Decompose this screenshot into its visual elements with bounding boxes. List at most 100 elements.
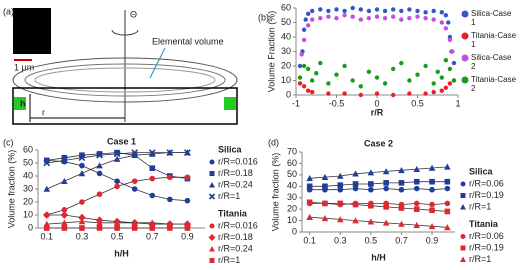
scatter-point [334, 7, 339, 12]
data-point [79, 152, 85, 158]
element-box [14, 97, 26, 110]
y-tick-label: 50 [281, 17, 291, 27]
x-tick-label: 0.9 [181, 231, 194, 241]
data-point [184, 225, 191, 231]
scatter-point [439, 10, 444, 15]
legend-label: r/R=0.18 [218, 232, 253, 242]
data-point [42, 211, 51, 219]
data-point [444, 208, 451, 215]
y-tick-label: 40 [23, 170, 33, 180]
legend-label: Titania-Case 1 [471, 31, 517, 49]
legend-marker [209, 159, 215, 165]
scatter-point [399, 17, 404, 22]
data-point [413, 200, 420, 207]
legend-label: Silica-Case 2 [471, 53, 512, 71]
data-point [131, 149, 139, 156]
data-point [96, 170, 103, 177]
x-axis-label: h/H [114, 248, 129, 258]
scatter-point [450, 49, 455, 54]
data-point [113, 150, 121, 158]
data-point [306, 183, 313, 190]
legend-group-title: Titania [469, 219, 499, 229]
chart-title: Case 2 [364, 138, 393, 148]
data-point [60, 211, 69, 219]
data-point [61, 207, 68, 213]
scatter-point [314, 71, 319, 76]
scatter-point [297, 81, 303, 86]
series-line [309, 188, 448, 191]
data-point [149, 225, 156, 231]
y-tick-label: 50 [287, 169, 297, 179]
data-point [96, 191, 103, 197]
data-point [382, 219, 390, 226]
legend-label: r/R=1 [469, 254, 491, 264]
scatter-point [350, 14, 355, 19]
y-tick-label: 30 [281, 46, 291, 56]
data-point [306, 174, 313, 182]
x-tick-label: -1 [292, 98, 300, 108]
callout-label: Elemental volume [152, 36, 224, 46]
scatter-point [435, 69, 440, 75]
scatter-point [431, 81, 436, 86]
scatter-point [310, 89, 315, 95]
outer-ring [12, 57, 238, 103]
scatter-point [305, 88, 311, 93]
data-point [131, 225, 138, 231]
data-point [96, 151, 103, 157]
data-point [114, 178, 120, 184]
data-point [413, 221, 421, 228]
data-point [352, 185, 359, 192]
data-point [79, 162, 85, 169]
scatter-point [326, 14, 331, 19]
data-point [428, 164, 436, 171]
legend-label: r/R=1 [469, 201, 491, 211]
legend-label: r/R=1 [218, 191, 240, 201]
data-point [413, 206, 420, 212]
data-point [337, 186, 344, 193]
data-point [43, 225, 50, 231]
x-tick-label: 0.3 [334, 235, 347, 245]
scatter-point [415, 72, 420, 77]
data-point [148, 149, 156, 156]
scatter-point [305, 23, 311, 28]
data-point [78, 213, 86, 222]
data-point [429, 186, 435, 193]
data-point [398, 205, 405, 211]
y-tick-label: 30 [23, 183, 33, 193]
r-label: r [42, 107, 45, 117]
scatter-point [310, 17, 315, 22]
legend-label: r/R=0.06 [469, 178, 504, 188]
data-point [114, 183, 120, 190]
series-line [309, 166, 448, 179]
data-point [184, 174, 191, 181]
scatter-point [415, 8, 420, 14]
scatter-point [447, 81, 453, 86]
scatter-point [366, 15, 372, 21]
scatter-point [374, 91, 380, 96]
legend-label: r/R=0.24 [218, 243, 253, 253]
scatter-point [391, 7, 396, 12]
inner-ring [24, 63, 226, 97]
data-point [78, 154, 86, 162]
scatter-point [334, 72, 339, 77]
y-tick-label: 0 [28, 222, 33, 232]
data-point [352, 170, 359, 177]
legend-label: r/R=1 [218, 255, 240, 265]
scatter-point [439, 20, 444, 25]
legend-label: r/R=0.19 [469, 190, 504, 200]
data-point [383, 180, 389, 186]
legend-marker [208, 234, 216, 241]
data-point [78, 218, 86, 225]
data-point [429, 207, 435, 214]
data-point [61, 157, 68, 164]
rotation-arrow [111, 29, 139, 36]
y-tick-label: 10 [287, 215, 297, 225]
data-point [444, 224, 451, 231]
y-tick-label: 70 [287, 146, 297, 156]
scale-label: 1 μm [14, 62, 34, 72]
data-point [382, 168, 390, 175]
data-point [428, 222, 436, 230]
scatter-point [342, 63, 347, 69]
data-point [321, 173, 329, 180]
